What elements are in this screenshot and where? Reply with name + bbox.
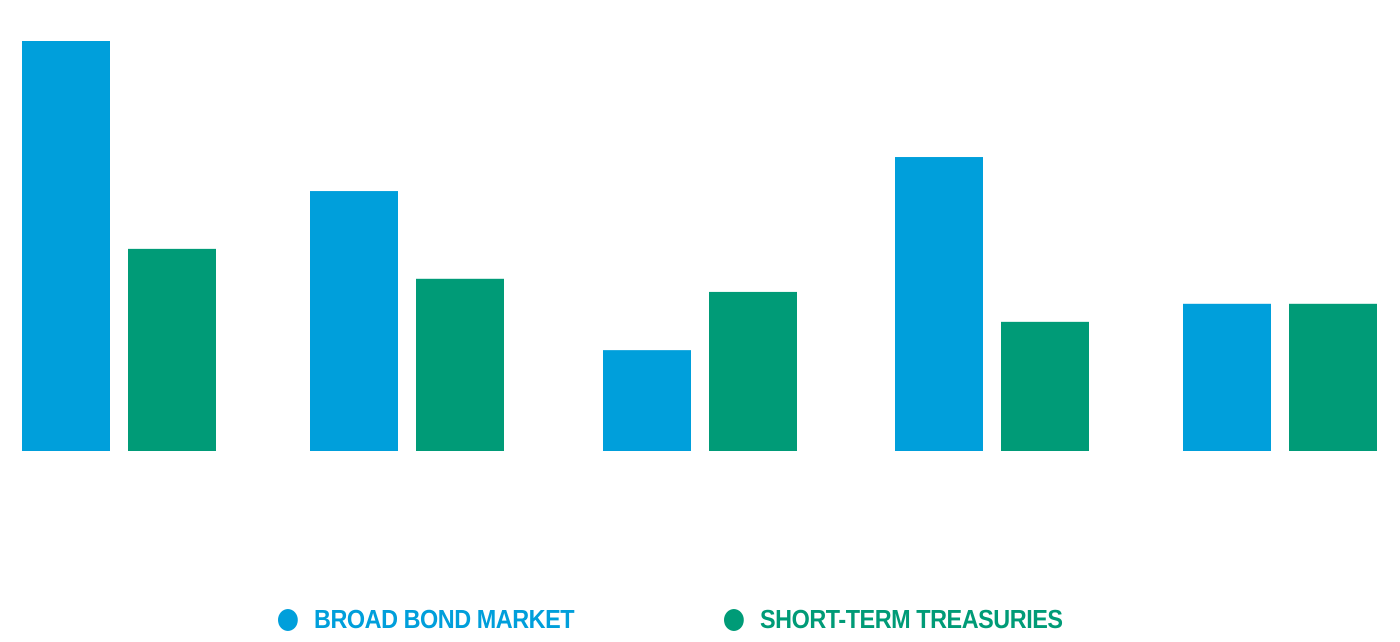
bar-series1-group2 (709, 291, 797, 451)
bar-series1-group3 (1001, 321, 1089, 451)
bar-series0-group3 (895, 157, 983, 451)
legend-label: SHORT-TERM TREASURIES (760, 604, 1063, 634)
bar-series1-group4 (1289, 303, 1377, 451)
bar-chart (22, 41, 1377, 451)
bar-series1-group1 (416, 278, 504, 451)
legend-item-short-term-treasuries: SHORT-TERM TREASURIES (724, 604, 1063, 635)
legend-item-broad-bond-market: BROAD BOND MARKET (278, 604, 575, 635)
bar-series0-group0 (22, 41, 110, 451)
legend-marker (724, 608, 744, 631)
legend-marker (278, 608, 298, 631)
legend-label: BROAD BOND MARKET (314, 604, 575, 634)
bar-series1-group0 (128, 248, 216, 451)
bar-series0-group1 (310, 191, 398, 451)
bar-series0-group4 (1183, 303, 1271, 451)
legend: BROAD BOND MARKET SHORT-TERM TREASURIES (0, 604, 1400, 640)
bar-series0-group2 (603, 350, 691, 451)
